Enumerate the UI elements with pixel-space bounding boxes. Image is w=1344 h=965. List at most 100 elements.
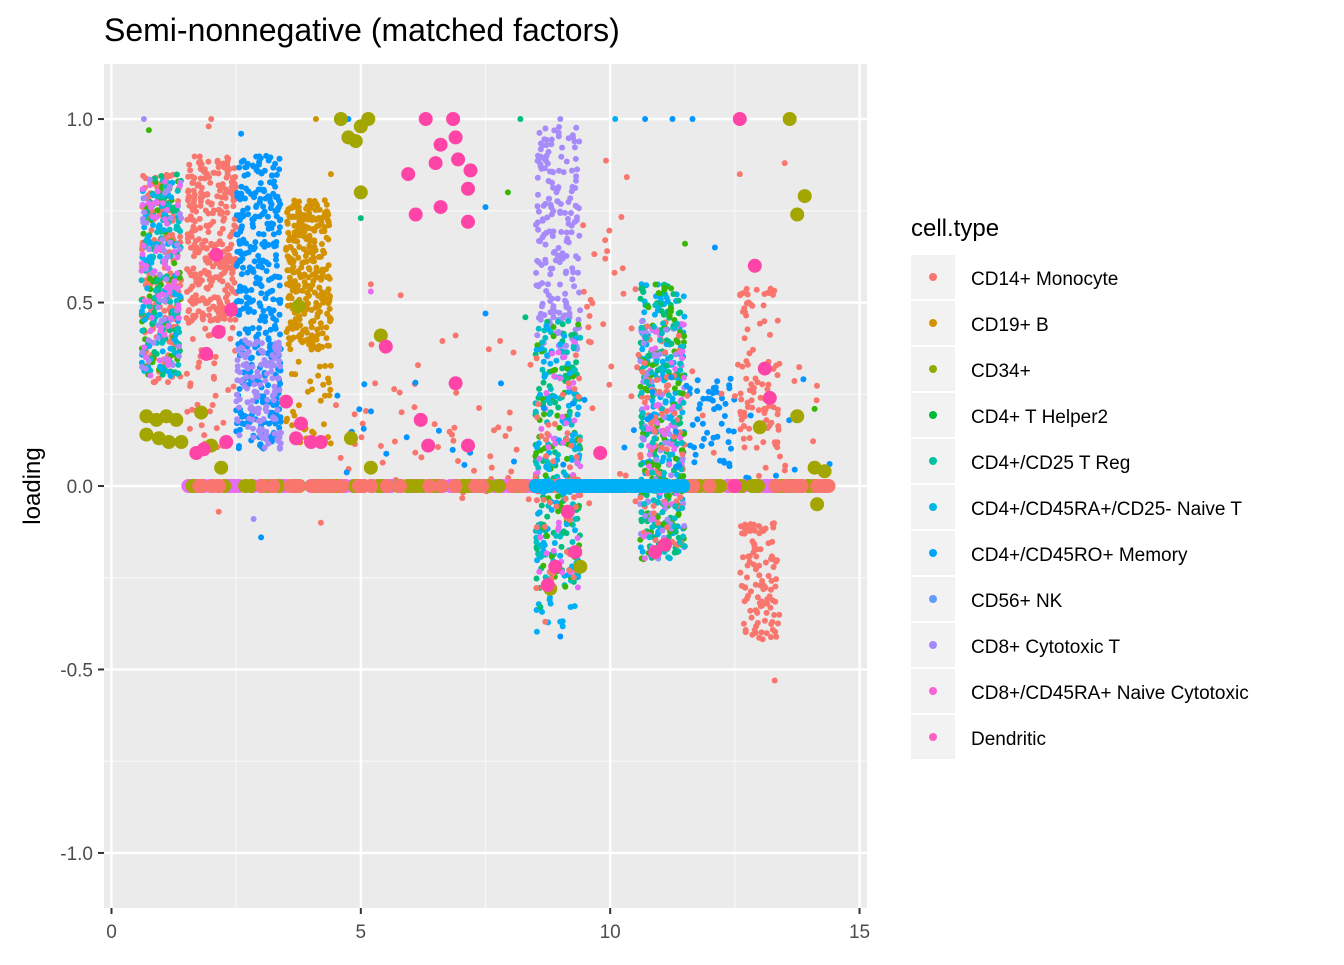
data-point: [251, 258, 258, 265]
data-point: [287, 346, 294, 353]
data-point: [505, 479, 520, 493]
data-point: [740, 620, 747, 627]
data-point: [718, 420, 725, 427]
data-point: [146, 246, 152, 253]
data-point: [751, 627, 758, 633]
data-point: [533, 282, 540, 289]
data-point: [191, 153, 198, 160]
data-point: [162, 216, 168, 223]
data-point: [139, 201, 146, 208]
data-point: [222, 287, 229, 293]
data-point: [565, 360, 571, 367]
data-point: [632, 286, 639, 293]
data-point: [220, 160, 227, 167]
data-point: [554, 526, 561, 533]
data-point: [573, 203, 580, 210]
data-point: [268, 310, 275, 317]
data-point: [209, 247, 224, 262]
data-point: [549, 295, 556, 302]
data-point: [461, 461, 468, 468]
data-point: [435, 427, 442, 434]
data-point: [207, 179, 214, 186]
data-point: [266, 420, 273, 427]
data-point: [156, 271, 163, 278]
data-point: [396, 389, 403, 396]
data-point: [585, 324, 592, 331]
data-point: [167, 239, 174, 246]
data-point: [228, 285, 235, 292]
data-point: [451, 424, 458, 431]
data-point: [567, 604, 574, 610]
data-point: [205, 479, 220, 493]
data-point: [197, 297, 204, 304]
data-point: [781, 467, 788, 474]
data-point: [558, 543, 565, 550]
data-point: [674, 440, 681, 447]
legend-swatch: [929, 641, 937, 649]
data-point: [224, 209, 231, 216]
data-point: [752, 375, 759, 382]
legend-entry-label: CD8+/CD45RA+ Naive Cytotoxic: [971, 683, 1249, 704]
data-point: [535, 440, 542, 447]
data-point: [296, 222, 303, 229]
data-point: [461, 214, 475, 229]
data-point: [236, 404, 242, 411]
data-point: [545, 148, 552, 155]
data-point: [568, 545, 583, 560]
data-point: [186, 161, 193, 168]
data-point: [174, 270, 181, 277]
data-point: [463, 163, 478, 178]
data-point: [255, 168, 262, 175]
data-point: [277, 296, 284, 303]
data-point: [538, 502, 545, 509]
data-point: [640, 340, 647, 347]
data-point: [236, 386, 243, 392]
data-point: [525, 496, 532, 503]
data-point: [157, 327, 164, 334]
data-point: [184, 266, 191, 273]
data-point: [177, 293, 184, 300]
data-point: [252, 239, 259, 246]
data-point: [649, 439, 656, 446]
data-point: [144, 285, 151, 292]
data-point: [658, 330, 665, 337]
data-point: [163, 276, 170, 283]
data-point: [259, 211, 266, 218]
data-point: [497, 338, 504, 344]
data-point: [175, 353, 182, 360]
data-point: [810, 497, 825, 512]
data-point: [222, 194, 229, 201]
data-point: [645, 304, 652, 311]
data-point: [534, 174, 541, 181]
data-point: [538, 303, 545, 310]
data-point: [675, 380, 682, 387]
legend-entry-label: CD4+ T Helper2: [971, 407, 1108, 428]
data-point: [290, 263, 297, 270]
data-point: [692, 451, 699, 458]
data-point: [554, 295, 561, 302]
data-point: [532, 474, 539, 481]
data-point: [577, 334, 584, 341]
data-point: [552, 399, 559, 406]
data-point: [152, 248, 159, 255]
data-point: [175, 361, 182, 368]
data-point: [263, 389, 270, 396]
data-point: [156, 357, 163, 364]
data-point: [289, 431, 303, 446]
data-point: [148, 227, 155, 234]
data-point: [581, 396, 588, 403]
data-point: [653, 358, 660, 365]
data-point: [251, 309, 257, 315]
data-point: [243, 287, 249, 294]
data-point: [363, 408, 369, 414]
data-point: [617, 470, 623, 477]
data-point: [710, 449, 717, 456]
data-point: [320, 421, 327, 428]
data-point: [554, 252, 561, 259]
data-point: [237, 283, 243, 290]
data-point: [205, 271, 212, 278]
data-point: [608, 363, 615, 370]
data-point: [145, 233, 152, 240]
data-point: [215, 170, 222, 177]
data-point: [661, 469, 667, 476]
